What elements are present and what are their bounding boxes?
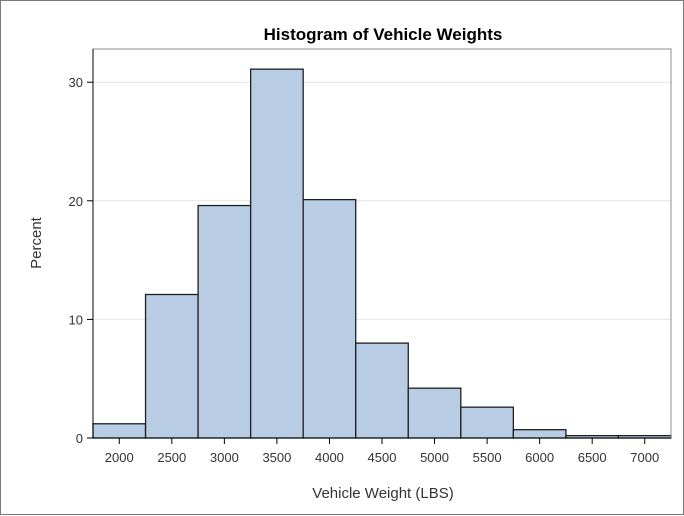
histogram-bar xyxy=(355,342,409,439)
x-tick-label: 2000 xyxy=(105,450,134,465)
x-tick-label: 3500 xyxy=(262,450,291,465)
x-tick-label: 6000 xyxy=(525,450,554,465)
histogram-bar xyxy=(512,429,567,439)
x-axis-label: Vehicle Weight (LBS) xyxy=(312,485,453,502)
histogram-bar xyxy=(460,406,515,439)
y-tick-label: 0 xyxy=(76,431,83,446)
y-tick-label: 20 xyxy=(69,194,83,209)
x-tick-label: 2500 xyxy=(157,450,186,465)
x-tick-label: 5500 xyxy=(473,450,502,465)
y-tick-label: 10 xyxy=(69,312,83,327)
chart-title: Histogram of Vehicle Weights xyxy=(264,25,503,44)
x-tick-label: 6500 xyxy=(578,450,607,465)
gridlines xyxy=(93,81,671,320)
x-axis: 2000 2500 3000 3500 4000 4500 5000 5500 6000 6500… xyxy=(93,437,671,465)
x-tick-label: 4500 xyxy=(368,450,397,465)
y-axis: 0 10 20 30 xyxy=(69,49,94,446)
histogram-bar xyxy=(249,68,304,439)
y-axis-label: Percent xyxy=(28,216,45,269)
x-tick-label: 7000 xyxy=(630,450,659,465)
histogram-bar xyxy=(407,387,462,439)
histogram-bar xyxy=(92,423,147,439)
histogram-bar xyxy=(197,204,252,439)
x-tick-label: 4000 xyxy=(315,450,344,465)
y-tick-label: 30 xyxy=(69,75,83,90)
x-tick-label: 3000 xyxy=(210,450,239,465)
histogram-bar xyxy=(302,198,357,439)
x-tick-label: 5000 xyxy=(420,450,449,465)
histogram-bar xyxy=(144,293,199,439)
bars xyxy=(92,68,672,439)
